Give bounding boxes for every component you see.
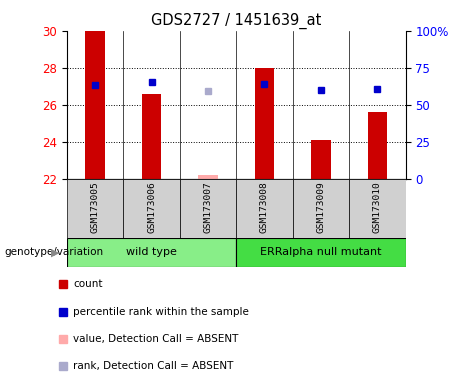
Text: genotype/variation: genotype/variation [5, 247, 104, 258]
Bar [85, 31, 105, 179]
Text: wild type: wild type [126, 247, 177, 258]
Bar [198, 175, 218, 179]
Title: GDS2727 / 1451639_at: GDS2727 / 1451639_at [151, 13, 321, 29]
Text: rank, Detection Call = ABSENT: rank, Detection Call = ABSENT [73, 361, 234, 371]
Text: ▶: ▶ [51, 247, 59, 258]
Text: GSM173007: GSM173007 [203, 181, 213, 233]
Text: GSM173008: GSM173008 [260, 181, 269, 233]
Bar [236, 238, 406, 267]
Bar [254, 68, 274, 179]
Text: GSM173009: GSM173009 [316, 181, 325, 233]
Text: GSM173006: GSM173006 [147, 181, 156, 233]
Bar [236, 179, 293, 238]
Text: GSM173010: GSM173010 [373, 181, 382, 233]
Text: percentile rank within the sample: percentile rank within the sample [73, 307, 249, 317]
Bar [349, 179, 406, 238]
Bar [142, 94, 161, 179]
Text: value, Detection Call = ABSENT: value, Detection Call = ABSENT [73, 334, 239, 344]
Bar [67, 238, 236, 267]
Text: ERRalpha null mutant: ERRalpha null mutant [260, 247, 382, 258]
Bar [293, 179, 349, 238]
Bar [367, 112, 387, 179]
Bar [180, 179, 236, 238]
Text: count: count [73, 280, 103, 290]
Bar [311, 140, 331, 179]
Bar [123, 179, 180, 238]
Bar [67, 179, 123, 238]
Text: GSM173005: GSM173005 [90, 181, 100, 233]
